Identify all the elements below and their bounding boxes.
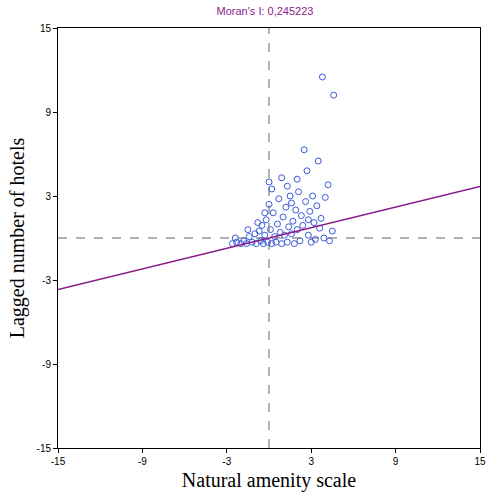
svg-text:-9: -9 — [138, 456, 147, 467]
svg-text:9: 9 — [45, 107, 51, 118]
svg-text:15: 15 — [474, 456, 486, 467]
svg-text:-15: -15 — [37, 443, 52, 454]
svg-text:Moran's I: 0,245223: Moran's I: 0,245223 — [217, 5, 314, 17]
svg-text:-3: -3 — [222, 456, 231, 467]
svg-text:-3: -3 — [42, 275, 51, 286]
svg-text:-15: -15 — [51, 456, 66, 467]
svg-text:Natural amenity scale: Natural amenity scale — [182, 469, 356, 492]
svg-text:-9: -9 — [42, 359, 51, 370]
svg-text:Lagged number of hotels: Lagged number of hotels — [6, 138, 29, 339]
svg-text:9: 9 — [393, 456, 399, 467]
svg-text:3: 3 — [308, 456, 314, 467]
svg-text:15: 15 — [40, 23, 52, 34]
svg-text:3: 3 — [45, 191, 51, 202]
